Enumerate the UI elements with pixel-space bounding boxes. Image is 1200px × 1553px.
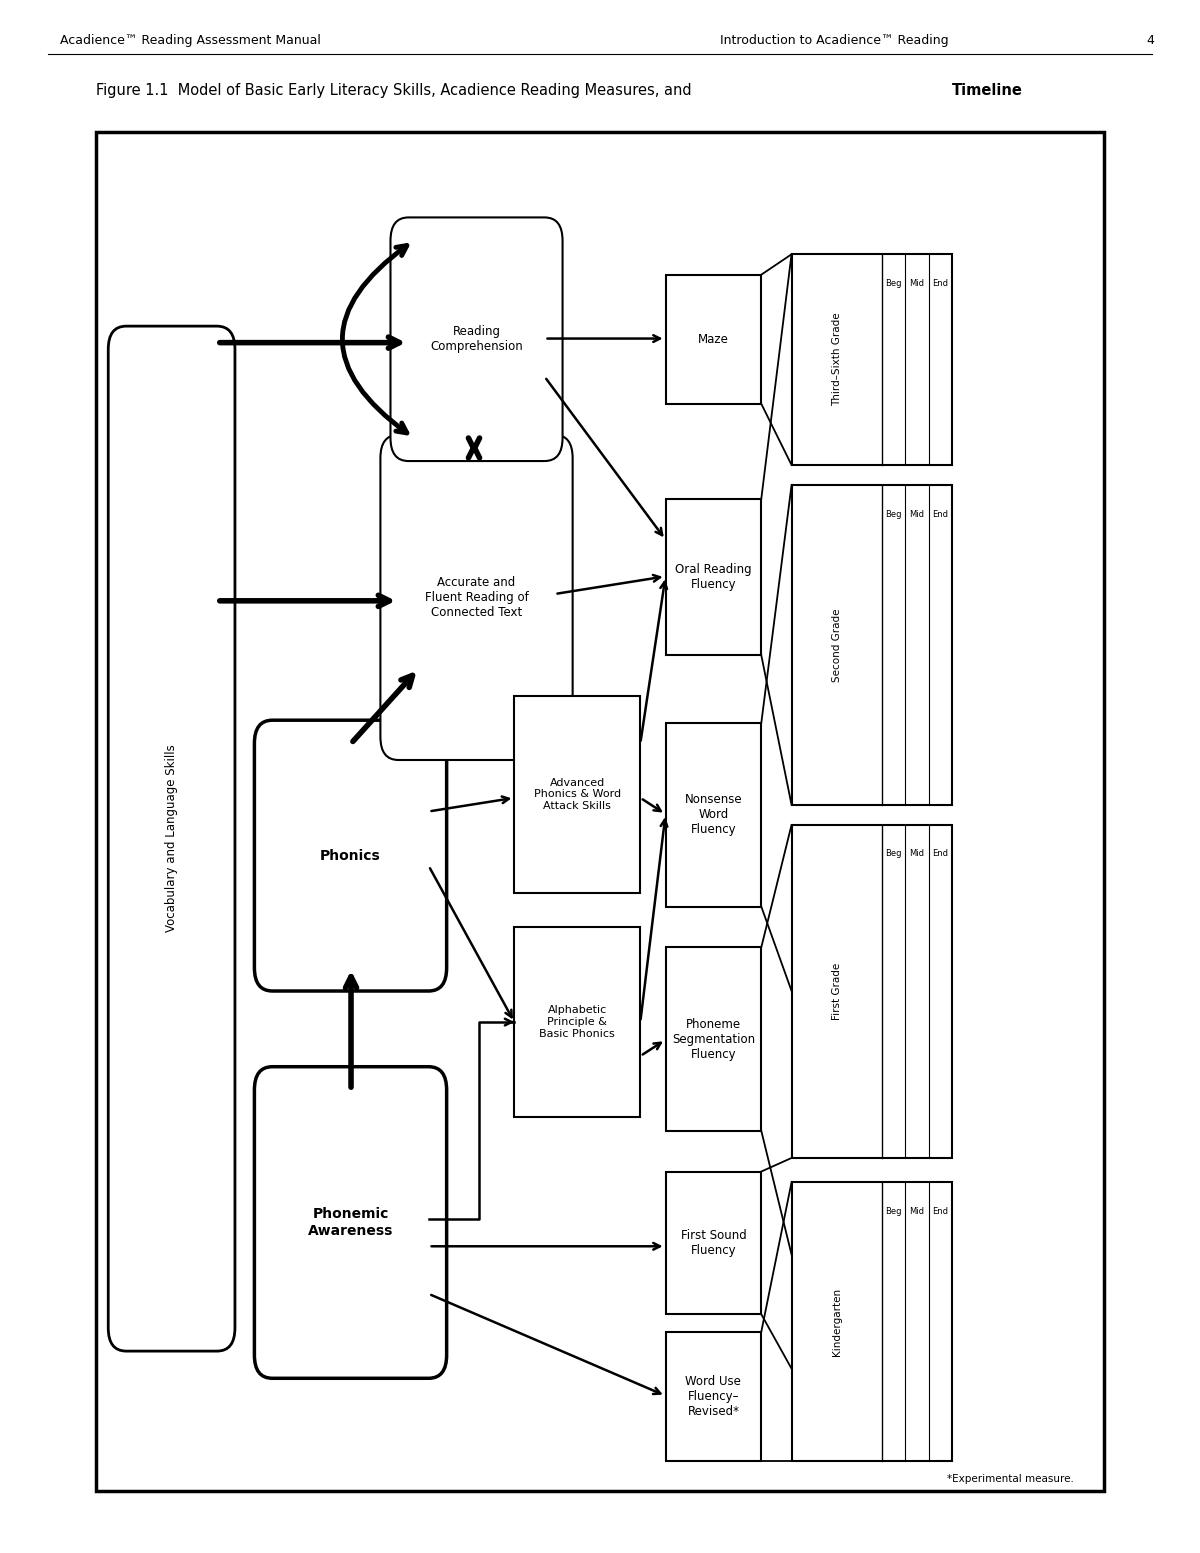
Text: Figure 1.1  Model of Basic Early Literacy Skills, Acadience Reading Measures, an: Figure 1.1 Model of Basic Early Literacy… bbox=[96, 82, 696, 98]
Text: Mid: Mid bbox=[910, 849, 924, 859]
Text: Mid: Mid bbox=[910, 509, 924, 519]
Text: Alphabetic
Principle &
Basic Phonics: Alphabetic Principle & Basic Phonics bbox=[540, 1005, 616, 1039]
Text: Nonsense
Word
Fluency: Nonsense Word Fluency bbox=[684, 794, 743, 837]
Text: End: End bbox=[932, 1207, 948, 1216]
FancyBboxPatch shape bbox=[515, 696, 641, 893]
Text: End: End bbox=[932, 280, 948, 287]
Text: Second Grade: Second Grade bbox=[832, 609, 842, 682]
FancyBboxPatch shape bbox=[380, 435, 572, 759]
Text: Beg: Beg bbox=[886, 509, 902, 519]
FancyBboxPatch shape bbox=[666, 1171, 761, 1314]
Text: Phoneme
Segmentation
Fluency: Phoneme Segmentation Fluency bbox=[672, 1017, 755, 1061]
Text: End: End bbox=[932, 509, 948, 519]
Text: Mid: Mid bbox=[910, 1207, 924, 1216]
FancyArrowPatch shape bbox=[342, 245, 407, 433]
Text: Reading
Comprehension: Reading Comprehension bbox=[430, 325, 523, 353]
Text: Introduction to Acadience™ Reading: Introduction to Acadience™ Reading bbox=[720, 34, 949, 47]
Text: 4: 4 bbox=[1146, 34, 1154, 47]
FancyBboxPatch shape bbox=[792, 485, 952, 804]
Text: Acadience™ Reading Assessment Manual: Acadience™ Reading Assessment Manual bbox=[60, 34, 320, 47]
FancyBboxPatch shape bbox=[254, 1067, 446, 1379]
Text: Beg: Beg bbox=[886, 280, 902, 287]
Text: End: End bbox=[932, 849, 948, 859]
FancyBboxPatch shape bbox=[96, 132, 1104, 1491]
Text: Beg: Beg bbox=[886, 849, 902, 859]
FancyBboxPatch shape bbox=[666, 275, 761, 404]
Text: First Sound
Fluency: First Sound Fluency bbox=[680, 1228, 746, 1256]
Text: Oral Reading
Fluency: Oral Reading Fluency bbox=[676, 564, 751, 592]
FancyBboxPatch shape bbox=[390, 217, 563, 461]
FancyBboxPatch shape bbox=[666, 1332, 761, 1461]
Text: Mid: Mid bbox=[910, 280, 924, 287]
Text: Beg: Beg bbox=[886, 1207, 902, 1216]
FancyBboxPatch shape bbox=[666, 499, 761, 655]
FancyBboxPatch shape bbox=[254, 721, 446, 991]
FancyBboxPatch shape bbox=[792, 1182, 952, 1461]
Text: Vocabulary and Language Skills: Vocabulary and Language Skills bbox=[166, 745, 178, 932]
Text: Advanced
Phonics & Word
Attack Skills: Advanced Phonics & Word Attack Skills bbox=[534, 778, 620, 811]
FancyBboxPatch shape bbox=[515, 927, 641, 1117]
Text: Maze: Maze bbox=[698, 332, 728, 346]
Text: First Grade: First Grade bbox=[832, 963, 842, 1020]
FancyBboxPatch shape bbox=[666, 947, 761, 1131]
Text: Accurate and
Fluent Reading of
Connected Text: Accurate and Fluent Reading of Connected… bbox=[425, 576, 528, 620]
Text: *Experimental measure.: *Experimental measure. bbox=[947, 1474, 1074, 1485]
Text: Third–Sixth Grade: Third–Sixth Grade bbox=[832, 312, 842, 407]
FancyBboxPatch shape bbox=[108, 326, 235, 1351]
FancyBboxPatch shape bbox=[666, 724, 761, 907]
Text: Phonemic
Awareness: Phonemic Awareness bbox=[308, 1207, 394, 1238]
Text: Timeline: Timeline bbox=[952, 82, 1022, 98]
FancyBboxPatch shape bbox=[792, 255, 952, 464]
FancyBboxPatch shape bbox=[792, 825, 952, 1159]
Text: Word Use
Fluency–
Revised*: Word Use Fluency– Revised* bbox=[685, 1374, 742, 1418]
Text: Kindergarten: Kindergarten bbox=[832, 1287, 842, 1356]
Text: Phonics: Phonics bbox=[320, 848, 380, 862]
